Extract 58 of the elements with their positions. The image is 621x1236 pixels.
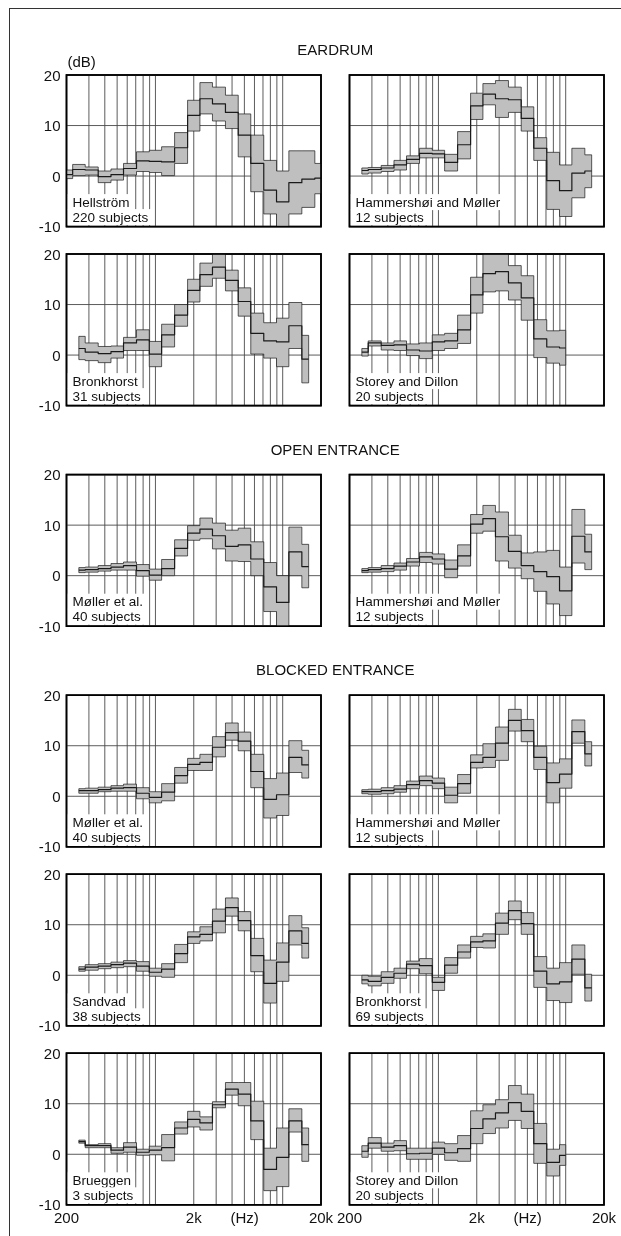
annotation: Hammershøi and Møller — [355, 194, 501, 210]
annotation: 40 subjects — [72, 829, 142, 845]
y-tick-label: 10 — [43, 737, 61, 755]
y-tick-label: 10 — [43, 516, 61, 534]
y-tick-label: 20 — [43, 245, 61, 263]
y-tick-label: 20 — [43, 66, 61, 84]
x-axis-title: (Hz) — [513, 1208, 542, 1226]
annotation: 12 subjects — [355, 209, 425, 225]
annotation: Bronkhorst — [355, 993, 422, 1009]
y-tick-label: 20 — [43, 466, 61, 484]
y-tick-label: 0 — [52, 346, 61, 364]
annotation: 220 subjects — [72, 209, 149, 225]
annotation: 38 subjects — [72, 1008, 142, 1024]
y-tick-label: 0 — [52, 1145, 61, 1163]
y-tick-label: -10 — [38, 1017, 61, 1035]
x-tick-label: 20k — [591, 1208, 617, 1226]
y-tick-label: 10 — [43, 296, 61, 314]
x-tick-label: 200 — [336, 1208, 363, 1226]
y-tick-label: -10 — [38, 617, 61, 635]
x-tick-label: 2k — [185, 1208, 203, 1226]
y-tick-label: 10 — [43, 1095, 61, 1113]
x-tick-label: 20k — [308, 1208, 334, 1226]
x-tick-label: 2k — [468, 1208, 486, 1226]
y-tick-label: 20 — [43, 865, 61, 883]
y-tick-label: -10 — [38, 218, 61, 236]
annotation: 3 subjects — [72, 1187, 134, 1203]
annotation: 20 subjects — [355, 1187, 425, 1203]
y-tick-label: -10 — [38, 1196, 61, 1214]
annotation: Hammershøi and Møller — [355, 814, 501, 830]
y-tick-label: 10 — [43, 117, 61, 135]
annotation: 31 subjects — [72, 388, 142, 404]
y-tick-label: 10 — [43, 916, 61, 934]
annotation: Hammershøi and Møller — [355, 594, 501, 610]
annotation: Brueggen — [72, 1172, 132, 1188]
x-axis-title: (Hz) — [230, 1208, 259, 1226]
y-tick-label: 20 — [43, 1044, 61, 1062]
y-tick-label: 0 — [52, 567, 61, 585]
y-tick-label: 0 — [52, 787, 61, 805]
annotation: Storey and Dillon — [355, 1172, 459, 1188]
annotation: Møller et al. — [72, 814, 144, 830]
y-axis-title: (dB) — [67, 52, 96, 70]
chart-title: OPEN ENTRANCE — [270, 440, 400, 458]
annotation: Hellström — [72, 194, 130, 210]
chart-title: BLOCKED ENTRANCE — [256, 660, 415, 678]
annotation: 40 subjects — [72, 609, 142, 625]
y-tick-label: 0 — [52, 167, 61, 185]
annotation: Bronkhorst — [72, 373, 139, 389]
annotation: 12 subjects — [355, 829, 425, 845]
y-tick-label: -10 — [38, 397, 61, 415]
y-tick-label: -10 — [38, 838, 61, 856]
annotation: 20 subjects — [355, 388, 425, 404]
chart-title: EARDRUM — [297, 40, 374, 58]
annotation: 69 subjects — [355, 1008, 425, 1024]
y-tick-label: 20 — [43, 686, 61, 704]
y-tick-label: 0 — [52, 966, 61, 984]
annotation: 12 subjects — [355, 609, 425, 625]
annotation: Storey and Dillon — [355, 373, 459, 389]
annotation: Møller et al. — [72, 594, 144, 610]
